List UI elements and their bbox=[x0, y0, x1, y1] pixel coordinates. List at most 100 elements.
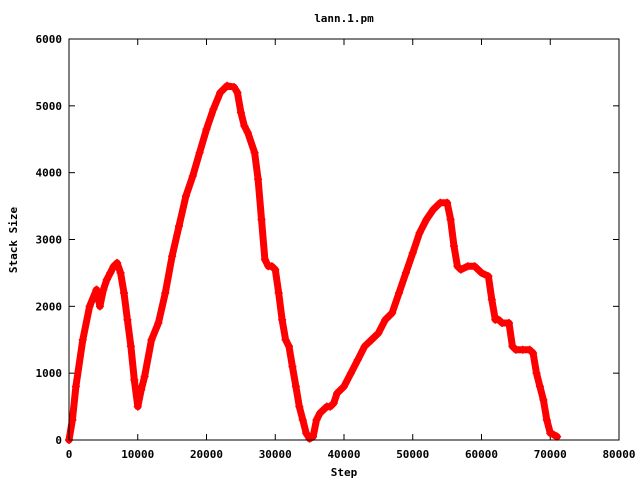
data-point bbox=[487, 295, 496, 304]
data-point bbox=[133, 402, 142, 411]
x-tick-label: 80000 bbox=[602, 448, 635, 461]
data-point bbox=[542, 415, 551, 424]
data-point bbox=[288, 362, 297, 371]
data-point bbox=[340, 382, 348, 391]
data-point bbox=[381, 315, 390, 324]
data-point bbox=[123, 315, 132, 324]
data-point bbox=[216, 88, 225, 97]
data-point bbox=[429, 205, 438, 214]
x-tick-label: 60000 bbox=[465, 448, 498, 461]
data-point bbox=[202, 125, 211, 134]
x-tick-label: 20000 bbox=[190, 448, 223, 461]
data-point bbox=[257, 215, 266, 224]
data-point bbox=[422, 215, 431, 224]
data-point bbox=[223, 81, 232, 90]
data-point bbox=[116, 268, 125, 277]
data-point bbox=[518, 345, 527, 354]
y-tick-label: 5000 bbox=[36, 100, 63, 113]
data-point bbox=[498, 319, 507, 328]
data-point bbox=[254, 175, 263, 184]
data-point bbox=[71, 382, 80, 391]
data-point bbox=[233, 88, 242, 97]
data-point bbox=[278, 315, 287, 324]
data-point bbox=[120, 288, 128, 297]
data-point bbox=[388, 309, 397, 318]
y-tick-label: 1000 bbox=[36, 367, 63, 380]
plot-frame bbox=[68, 38, 620, 441]
data-point bbox=[154, 319, 163, 328]
data-point bbox=[295, 402, 304, 411]
data-point bbox=[85, 302, 94, 311]
data-point bbox=[92, 285, 101, 294]
data-point bbox=[484, 272, 493, 281]
data-point bbox=[106, 268, 115, 277]
data-point bbox=[446, 215, 455, 224]
y-axis-label: Stack Size bbox=[7, 207, 20, 274]
data-point bbox=[539, 395, 548, 404]
data-point bbox=[415, 228, 424, 237]
axis-ticks: 0 10000 20000 30000 40000 50000 60000 70000 8000… bbox=[36, 33, 636, 461]
data-point bbox=[78, 335, 87, 344]
data-point bbox=[505, 319, 513, 328]
data-point bbox=[353, 355, 362, 364]
data-point bbox=[195, 148, 204, 157]
data-points bbox=[65, 81, 562, 444]
data-point bbox=[367, 335, 376, 344]
data-point bbox=[236, 108, 245, 117]
data-point bbox=[168, 252, 177, 261]
data-point bbox=[450, 242, 458, 251]
data-point bbox=[529, 349, 538, 358]
data-point bbox=[250, 148, 259, 157]
data-point bbox=[329, 399, 338, 408]
x-axis-label: Step bbox=[331, 466, 358, 479]
data-point bbox=[291, 382, 300, 391]
x-tick-label: 30000 bbox=[259, 448, 292, 461]
data-point bbox=[443, 198, 452, 207]
data-point bbox=[126, 342, 135, 351]
data-point bbox=[240, 121, 249, 130]
data-point bbox=[346, 369, 355, 378]
data-point bbox=[401, 268, 410, 277]
data-point bbox=[99, 285, 108, 294]
data-point bbox=[374, 329, 383, 338]
data-point bbox=[281, 335, 290, 344]
data-point bbox=[302, 429, 311, 438]
data-point bbox=[553, 432, 562, 441]
data-point bbox=[140, 372, 149, 381]
x-tick-label: 0 bbox=[66, 448, 73, 461]
data-point bbox=[477, 268, 486, 277]
data-point bbox=[546, 429, 555, 438]
data-point bbox=[532, 369, 541, 378]
data-point bbox=[175, 222, 183, 231]
data-point bbox=[230, 83, 238, 92]
y-tick-label: 3000 bbox=[36, 234, 63, 247]
data-point bbox=[333, 389, 342, 398]
data-point bbox=[309, 432, 318, 441]
data-point bbox=[511, 345, 520, 354]
data-point bbox=[312, 415, 321, 424]
y-tick-label: 4000 bbox=[36, 167, 63, 180]
data-point bbox=[395, 288, 403, 297]
data-point bbox=[271, 265, 280, 274]
y-tick-label: 6000 bbox=[36, 33, 63, 46]
data-point bbox=[147, 335, 156, 344]
data-point bbox=[181, 192, 190, 201]
data-point bbox=[360, 342, 369, 351]
y-tick-label: 0 bbox=[55, 434, 62, 447]
data-point bbox=[95, 302, 104, 311]
x-tick-label: 40000 bbox=[327, 448, 360, 461]
x-tick-label: 50000 bbox=[396, 448, 429, 461]
chart-title: lann.1.pm bbox=[314, 12, 374, 25]
data-point bbox=[456, 265, 465, 274]
data-point bbox=[274, 288, 283, 297]
data-point bbox=[285, 342, 293, 351]
data-point bbox=[209, 105, 218, 114]
data-point bbox=[470, 262, 479, 271]
x-tick-label: 70000 bbox=[534, 448, 567, 461]
data-point bbox=[298, 415, 307, 424]
data-point bbox=[113, 258, 122, 267]
data-point bbox=[243, 128, 252, 137]
data-point bbox=[161, 288, 170, 297]
